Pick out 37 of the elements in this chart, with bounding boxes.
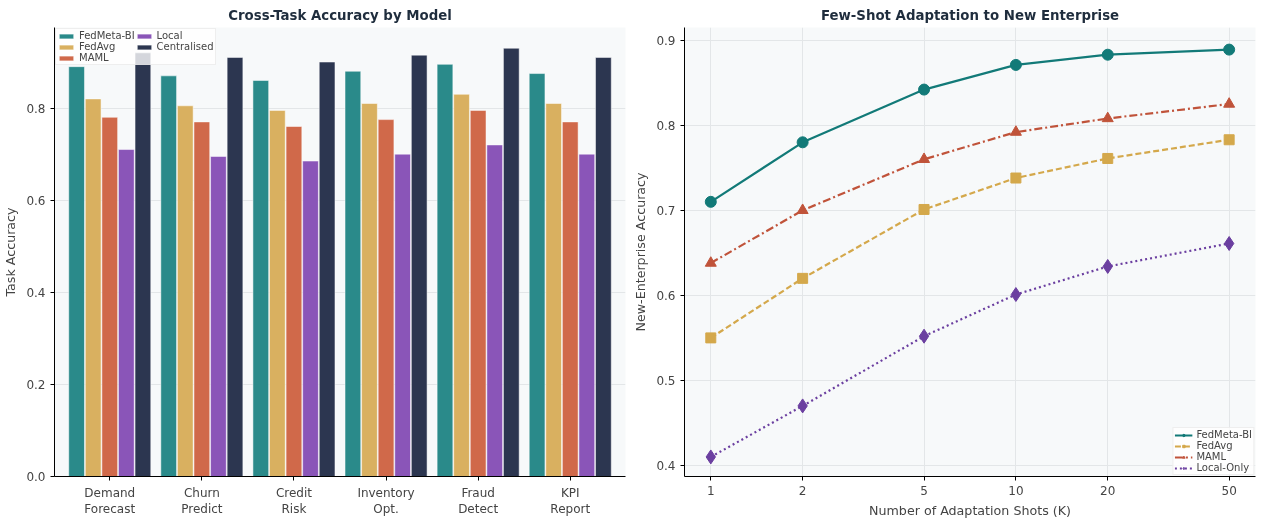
y-tick-label: 0.6 <box>26 193 46 208</box>
y-tick-label: 0.9 <box>656 33 676 48</box>
x-tick-label: Inventory Opt. <box>357 485 415 517</box>
y-tick-label: 0.5 <box>656 373 676 388</box>
y-tick-label: 0.8 <box>26 101 46 116</box>
y-tick-label: 0.0 <box>26 470 46 484</box>
y-tick-label: 0.2 <box>26 377 46 392</box>
legend-label: FedAvg <box>1196 440 1233 451</box>
y-tick-label: 0.7 <box>656 203 676 218</box>
x-tick-label: Demand Forecast <box>84 485 136 517</box>
x-tick-label: Credit Risk <box>275 485 313 517</box>
x-tick-label: 5 <box>920 483 928 498</box>
chart-title: Cross-Task Accuracy by Model <box>228 7 452 23</box>
legend-label: Local <box>156 30 183 41</box>
y-axis-title: New-Enterprise Accuracy <box>633 171 649 332</box>
x-tick-label: KPI Report <box>550 485 591 517</box>
x-axis-title: Number of Adaptation Shots (K) <box>869 502 1071 518</box>
y-axis-title: Task Accuracy <box>3 206 19 298</box>
x-tick-label: 20 <box>1100 483 1116 498</box>
legend-label: FedMeta-BI <box>1196 429 1252 440</box>
x-tick-label: 50 <box>1221 483 1237 498</box>
y-tick-label: 0.4 <box>26 285 46 300</box>
x-tick-label: Fraud Detect <box>458 485 499 517</box>
legend-label: FedMeta-BI <box>79 30 135 41</box>
x-tick-label: 2 <box>798 483 807 498</box>
legend-label: MAML <box>79 52 109 63</box>
legend-label: MAML <box>1196 451 1227 462</box>
chart-title: Few-Shot Adaptation to New Enterprise <box>820 7 1120 23</box>
legend-label: Local-Only <box>1196 462 1250 473</box>
y-tick-label: 0.6 <box>656 288 676 303</box>
y-tick-label: 0.4 <box>656 458 676 473</box>
x-tick-label: 1 <box>706 483 715 498</box>
x-tick-label: Churn Predict <box>181 485 223 517</box>
x-tick-label: 10 <box>1008 483 1024 498</box>
y-tick-label: 0.8 <box>656 118 676 133</box>
legend-label: Centralised <box>156 41 214 52</box>
legend-label: FedAvg <box>79 41 116 52</box>
